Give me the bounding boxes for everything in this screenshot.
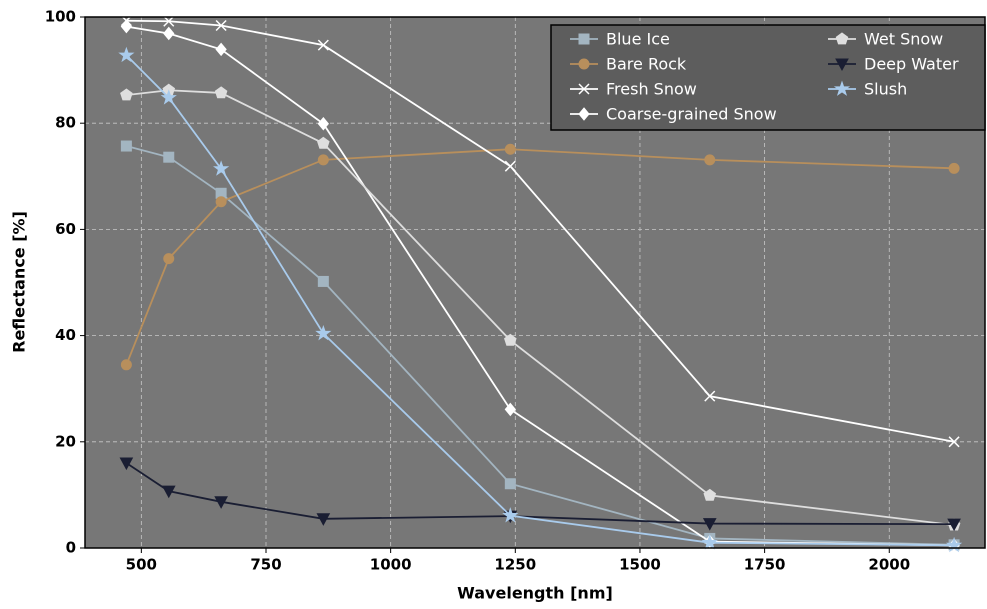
legend-marker [835, 58, 849, 72]
data-point [118, 46, 135, 63]
data-point [119, 457, 134, 471]
legend-label: Wet Snow [864, 30, 943, 49]
legend [550, 24, 986, 131]
data-point [317, 275, 329, 287]
legend-marker [578, 83, 590, 95]
data-point [163, 26, 175, 41]
data-point [120, 88, 133, 101]
data-point [703, 488, 717, 501]
data-point [504, 333, 517, 346]
y-tick-label: 80 [55, 114, 76, 132]
data-point [948, 162, 960, 174]
legend-marker [578, 33, 590, 45]
data-point [317, 116, 329, 131]
legend-label: Blue Ice [606, 30, 670, 49]
data-point [120, 19, 133, 34]
data-point [947, 518, 961, 532]
plot-frame [84, 16, 986, 549]
y-tick-label: 0 [66, 539, 76, 557]
x-tick-label: 1250 [494, 556, 536, 574]
data-point [317, 39, 329, 51]
data-point [504, 402, 516, 417]
legend-label: Deep Water [864, 55, 959, 74]
data-point [504, 160, 516, 172]
legend-label: Slush [864, 80, 907, 99]
y-tick-label: 100 [45, 8, 76, 26]
data-point [316, 513, 331, 526]
x-tick-label: 1500 [619, 556, 661, 574]
data-point [214, 496, 228, 509]
legend-label: Bare Rock [606, 55, 687, 74]
data-point [504, 478, 516, 490]
data-point [215, 19, 227, 32]
data-point [163, 253, 175, 265]
data-point [213, 160, 230, 176]
data-point [502, 507, 519, 523]
x-tick-label: 750 [250, 556, 281, 574]
data-point [163, 15, 175, 27]
data-point [948, 436, 960, 448]
data-point [701, 534, 718, 550]
x-tick-label: 1750 [744, 556, 786, 574]
x-axis-label: Wavelength [nm] [457, 584, 613, 603]
legend-label: Fresh Snow [606, 80, 697, 99]
y-tick-label: 60 [55, 220, 76, 238]
data-point [160, 89, 177, 105]
data-point [120, 359, 132, 371]
x-tick-label: 1000 [370, 556, 412, 574]
data-point [163, 151, 175, 163]
data-point [161, 485, 176, 499]
data-point [215, 196, 227, 208]
y-tick-label: 20 [55, 432, 76, 450]
legend-marker [833, 80, 851, 96]
data-point [120, 140, 132, 152]
data-point [704, 390, 716, 402]
data-point [504, 143, 516, 155]
data-point [704, 154, 716, 166]
data-point [702, 518, 717, 531]
legend-marker [578, 58, 590, 70]
legend-label: Coarse-grained Snow [606, 105, 777, 124]
y-axis-label: Reflectance [%] [10, 211, 29, 353]
data-point [317, 154, 329, 166]
x-tick-label: 2000 [868, 556, 910, 574]
y-tick-label: 40 [55, 326, 76, 344]
data-point [215, 42, 227, 57]
legend-marker [835, 32, 849, 45]
data-point [317, 136, 330, 149]
data-point [315, 324, 332, 341]
x-tick-label: 500 [126, 556, 157, 574]
legend-marker [578, 107, 590, 121]
data-point [214, 86, 228, 99]
